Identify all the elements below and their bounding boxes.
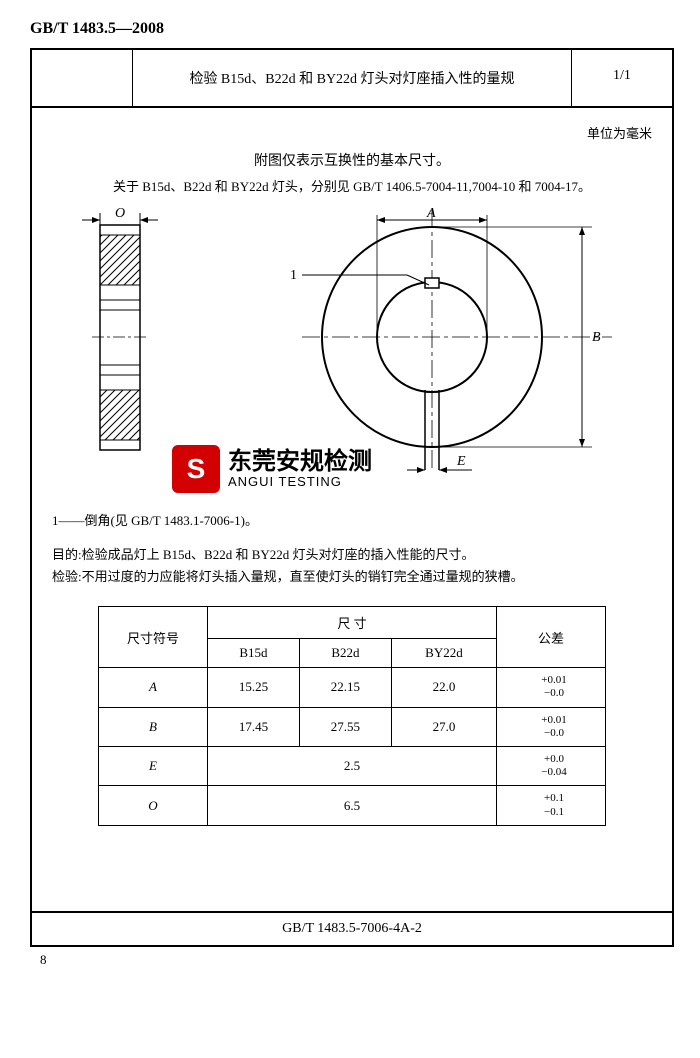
sub-b15d: B15d (208, 639, 300, 668)
watermark-cn: 东莞安规检测 (228, 449, 372, 475)
front-view: 1 A B (290, 206, 612, 473)
reference-note: 关于 B15d、B22d 和 BY22d 灯头，分别见 GB/T 1406.5-… (52, 176, 652, 195)
subtitle: 附图仅表示互换性的基本尺寸。 (52, 150, 652, 170)
check-label: 检验: (52, 569, 82, 584)
main-frame: 检验 B15d、B22d 和 BY22d 灯头对灯座插入性的量规 1/1 单位为… (30, 48, 674, 947)
col-tolerance: 公差 (497, 607, 606, 668)
side-view: O (82, 206, 158, 450)
row-a-v3: 22.0 (391, 668, 496, 707)
watermark-en: ANGUI TESTING (228, 475, 372, 489)
header-row: 检验 B15d、B22d 和 BY22d 灯头对灯座插入性的量规 1/1 (32, 50, 672, 108)
row-o-sym: O (99, 786, 208, 825)
row-o-tol: +0.1−0.1 (497, 786, 606, 825)
row-o-merged: 6.5 (208, 786, 497, 825)
page-number: 8 (40, 952, 670, 968)
label-a: A (426, 206, 436, 221)
table-row: O 6.5 +0.1−0.1 (99, 786, 606, 825)
row-b-sym: B (99, 707, 208, 746)
standard-number: GB/T 1483.5—2008 (30, 20, 670, 38)
table-row: E 2.5 +0.0−0.04 (99, 746, 606, 785)
col-symbol: 尺寸符号 (99, 607, 208, 668)
row-a-sym: A (99, 668, 208, 707)
row-e-merged: 2.5 (208, 746, 497, 785)
row-b-v1: 17.45 (208, 707, 300, 746)
row-b-tol: +0.01−0.0 (497, 707, 606, 746)
row-b-v3: 27.0 (391, 707, 496, 746)
content-area: 单位为毫米 附图仅表示互换性的基本尺寸。 关于 B15d、B22d 和 BY22… (32, 108, 672, 911)
sub-b22d: B22d (299, 639, 391, 668)
page: GB/T 1483.5—2008 检验 B15d、B22d 和 BY22d 灯头… (0, 0, 700, 988)
label-o: O (115, 206, 125, 221)
watermark-text: 东莞安规检测 ANGUI TESTING (228, 449, 372, 490)
label-b: B (592, 330, 601, 345)
col-dimension: 尺 寸 (208, 607, 497, 639)
bottom-reference: GB/T 1483.5-7006-4A-2 (32, 911, 672, 945)
row-a-tol: +0.01−0.0 (497, 668, 606, 707)
table-row: B 17.45 27.55 27.0 +0.01−0.0 (99, 707, 606, 746)
callout-1: 1 (290, 268, 297, 283)
technical-diagram: O (52, 205, 652, 495)
row-e-tol: +0.0−0.04 (497, 746, 606, 785)
header-title: 检验 B15d、B22d 和 BY22d 灯头对灯座插入性的量规 (133, 50, 572, 106)
header-left-empty (32, 50, 133, 106)
purpose-block: 目的:检验成品灯上 B15d、B22d 和 BY22d 灯头对灯座的插入性能的尺… (52, 544, 652, 588)
header-page-ref: 1/1 (572, 50, 672, 106)
table-row: 尺寸符号 尺 寸 公差 (99, 607, 606, 639)
row-e-sym: E (99, 746, 208, 785)
check-text: 不用过度的力应能将灯头插入量规，直至使灯头的销钉完全通过量规的狭槽。 (82, 569, 524, 584)
unit-note: 单位为毫米 (52, 123, 652, 142)
dimension-table: 尺寸符号 尺 寸 公差 B15d B22d BY22d A 15.25 22.1… (98, 606, 606, 826)
watermark-logo-icon: S (172, 445, 220, 493)
row-b-v2: 27.55 (299, 707, 391, 746)
watermark: S 东莞安规检测 ANGUI TESTING (172, 445, 372, 493)
sub-by22d: BY22d (391, 639, 496, 668)
purpose-label: 目的: (52, 547, 82, 562)
row-a-v2: 22.15 (299, 668, 391, 707)
label-e: E (456, 454, 466, 469)
purpose-text: 检验成品灯上 B15d、B22d 和 BY22d 灯头对灯座的插入性能的尺寸。 (82, 547, 475, 562)
row-a-v1: 15.25 (208, 668, 300, 707)
diagram-footnote: 1——倒角(见 GB/T 1483.1-7006-1)。 (52, 510, 652, 529)
table-row: A 15.25 22.15 22.0 +0.01−0.0 (99, 668, 606, 707)
